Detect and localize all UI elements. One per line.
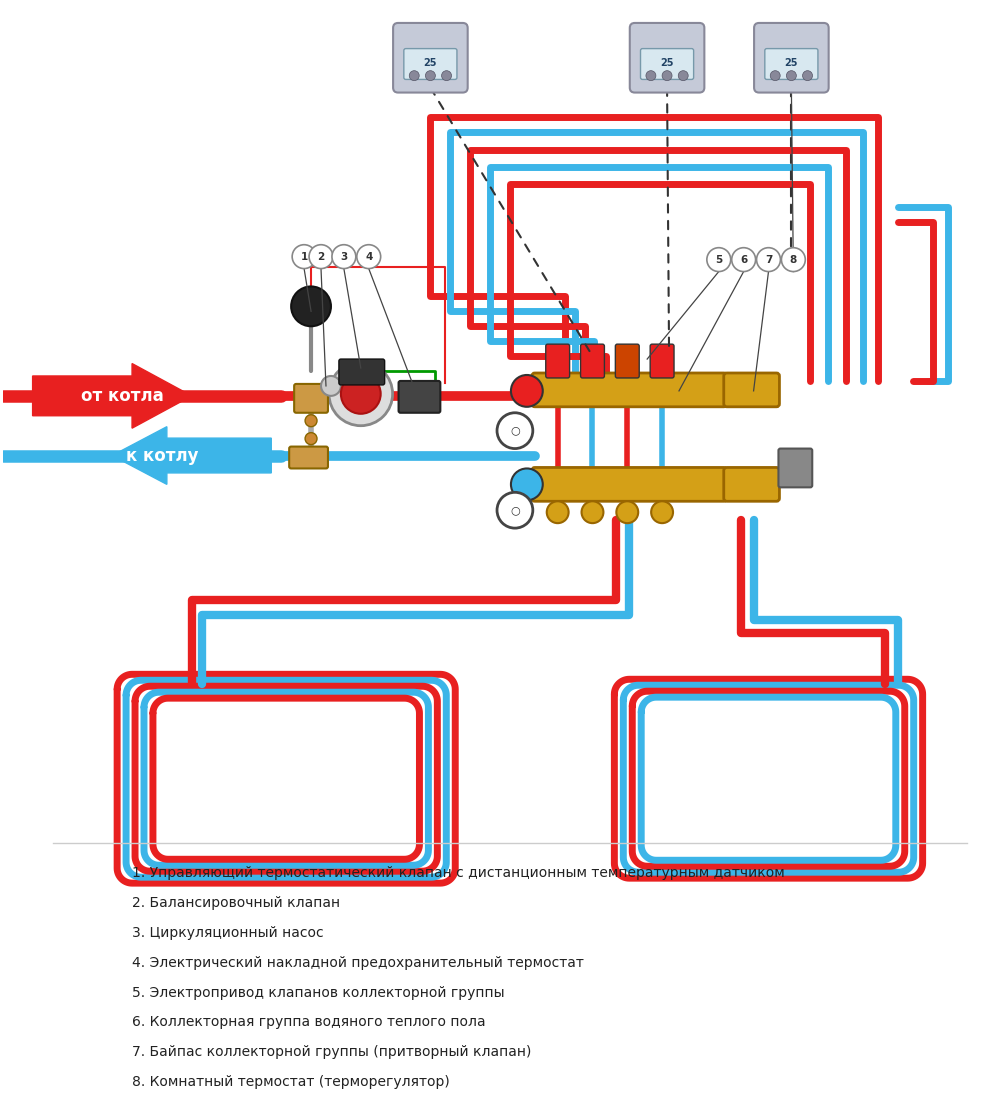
Text: к котлу: к котлу — [126, 447, 198, 464]
Text: 4: 4 — [365, 252, 372, 262]
Circle shape — [309, 244, 333, 268]
Circle shape — [305, 415, 317, 427]
Circle shape — [803, 70, 813, 80]
Circle shape — [678, 70, 688, 80]
Circle shape — [781, 248, 805, 272]
FancyBboxPatch shape — [532, 468, 727, 502]
FancyArrow shape — [33, 363, 192, 428]
Text: 4. Электрический накладной предохранительный термостат: 4. Электрический накладной предохранител… — [132, 956, 584, 970]
Circle shape — [425, 70, 435, 80]
Circle shape — [332, 244, 356, 268]
Circle shape — [646, 70, 656, 80]
Circle shape — [582, 502, 603, 524]
Text: от котла: от котла — [81, 387, 163, 405]
Circle shape — [770, 70, 780, 80]
Text: 3. Циркуляционный насос: 3. Циркуляционный насос — [132, 926, 324, 939]
Text: 25: 25 — [424, 57, 437, 67]
Text: 7: 7 — [765, 254, 772, 265]
Text: 25: 25 — [660, 57, 674, 67]
Circle shape — [305, 432, 317, 444]
Text: 5: 5 — [715, 254, 722, 265]
FancyBboxPatch shape — [393, 23, 468, 92]
Text: ○: ○ — [510, 505, 520, 515]
FancyBboxPatch shape — [294, 384, 328, 412]
FancyBboxPatch shape — [778, 449, 812, 487]
FancyBboxPatch shape — [289, 447, 328, 469]
Text: 6: 6 — [740, 254, 747, 265]
Circle shape — [786, 70, 796, 80]
Circle shape — [497, 493, 533, 528]
Text: 8. Комнатный термостат (терморегулятор): 8. Комнатный термостат (терморегулятор) — [132, 1075, 450, 1089]
Text: 8: 8 — [790, 254, 797, 265]
FancyBboxPatch shape — [650, 344, 674, 378]
FancyBboxPatch shape — [581, 344, 604, 378]
FancyBboxPatch shape — [399, 381, 440, 412]
FancyArrow shape — [112, 427, 271, 484]
Text: 1: 1 — [300, 252, 308, 262]
Circle shape — [341, 374, 381, 414]
Text: 2: 2 — [317, 252, 325, 262]
Circle shape — [357, 244, 381, 268]
FancyBboxPatch shape — [404, 48, 457, 79]
Circle shape — [305, 447, 317, 459]
FancyBboxPatch shape — [615, 344, 639, 378]
FancyBboxPatch shape — [339, 359, 385, 385]
Circle shape — [497, 412, 533, 449]
Circle shape — [616, 502, 638, 524]
Circle shape — [547, 502, 569, 524]
Circle shape — [707, 248, 731, 272]
Circle shape — [329, 362, 393, 426]
Circle shape — [511, 375, 543, 407]
Circle shape — [511, 469, 543, 500]
Text: 5. Электропривод клапанов коллекторной группы: 5. Электропривод клапанов коллекторной г… — [132, 986, 505, 1000]
Circle shape — [662, 70, 672, 80]
FancyBboxPatch shape — [532, 373, 727, 407]
Text: 7. Байпас коллекторной группы (притворный клапан): 7. Байпас коллекторной группы (притворны… — [132, 1045, 531, 1059]
FancyBboxPatch shape — [546, 344, 570, 378]
Text: 3: 3 — [340, 252, 347, 262]
Circle shape — [291, 286, 331, 327]
FancyBboxPatch shape — [724, 373, 779, 407]
Circle shape — [757, 248, 780, 272]
Text: 6. Коллекторная группа водяного теплого пола: 6. Коллекторная группа водяного теплого … — [132, 1015, 486, 1030]
Circle shape — [292, 244, 316, 268]
Circle shape — [409, 70, 419, 80]
Text: 2. Балансировочный клапан: 2. Балансировочный клапан — [132, 896, 340, 910]
FancyBboxPatch shape — [724, 468, 779, 502]
Text: ○: ○ — [510, 426, 520, 436]
FancyBboxPatch shape — [630, 23, 704, 92]
Circle shape — [442, 70, 452, 80]
Circle shape — [651, 502, 673, 524]
FancyBboxPatch shape — [641, 48, 694, 79]
FancyBboxPatch shape — [765, 48, 818, 79]
FancyBboxPatch shape — [754, 23, 829, 92]
Circle shape — [732, 248, 756, 272]
Text: 25: 25 — [785, 57, 798, 67]
Text: 1. Управляющий термостатический клапан с дистанционным температурным датчиком: 1. Управляющий термостатический клапан с… — [132, 866, 785, 880]
Circle shape — [321, 376, 341, 396]
